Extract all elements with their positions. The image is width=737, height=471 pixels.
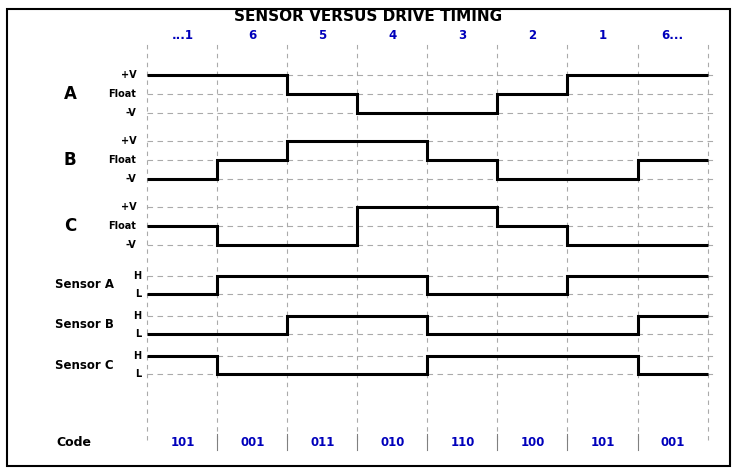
Text: L: L (136, 369, 142, 380)
Text: +V: +V (121, 70, 136, 81)
Text: 2: 2 (528, 29, 537, 42)
Text: H: H (133, 270, 142, 281)
Text: B: B (63, 151, 77, 169)
Text: Sensor C: Sensor C (55, 358, 114, 372)
Text: L: L (136, 289, 142, 300)
Text: ...1: ...1 (172, 29, 193, 42)
Text: L: L (136, 329, 142, 340)
Text: +V: +V (121, 202, 136, 212)
Text: H: H (133, 350, 142, 361)
Text: -V: -V (125, 174, 136, 184)
Text: 101: 101 (590, 436, 615, 449)
Text: 6: 6 (248, 29, 256, 42)
Text: 5: 5 (318, 29, 326, 42)
Text: +V: +V (121, 136, 136, 146)
Text: 101: 101 (170, 436, 195, 449)
Text: 4: 4 (388, 29, 397, 42)
Text: Float: Float (108, 89, 136, 99)
Text: 001: 001 (660, 436, 685, 449)
Text: H: H (133, 310, 142, 321)
Text: C: C (64, 217, 76, 235)
Text: Float: Float (108, 221, 136, 231)
Text: Code: Code (56, 436, 91, 449)
Text: -V: -V (125, 240, 136, 250)
Text: -V: -V (125, 108, 136, 118)
Text: Sensor A: Sensor A (55, 278, 114, 292)
Text: 011: 011 (310, 436, 335, 449)
Text: 1: 1 (598, 29, 607, 42)
Text: 3: 3 (458, 29, 467, 42)
Text: 010: 010 (380, 436, 405, 449)
Text: Float: Float (108, 155, 136, 165)
Text: SENSOR VERSUS DRIVE TIMING: SENSOR VERSUS DRIVE TIMING (234, 9, 503, 24)
Text: A: A (63, 85, 77, 103)
Text: Sensor B: Sensor B (55, 318, 114, 332)
Text: 001: 001 (240, 436, 265, 449)
Text: 110: 110 (450, 436, 475, 449)
Text: 6...: 6... (661, 29, 684, 42)
Text: 100: 100 (520, 436, 545, 449)
